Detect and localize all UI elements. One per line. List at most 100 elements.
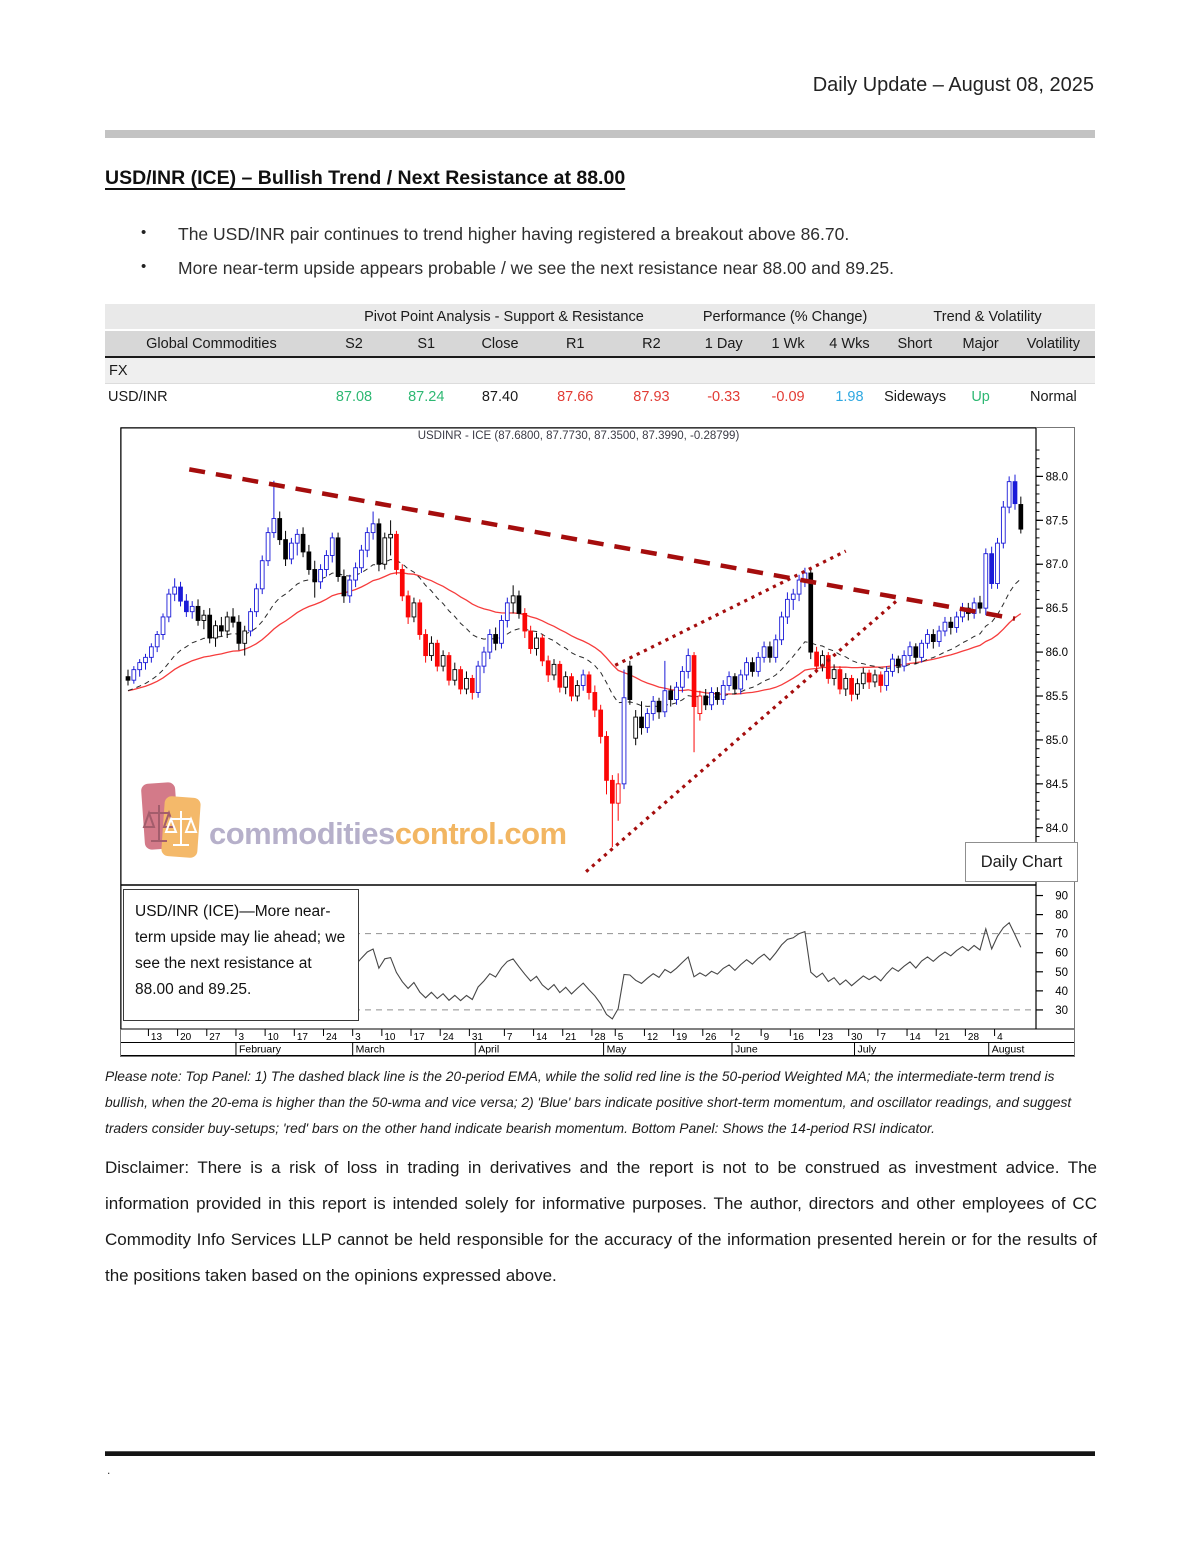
table-column-header: Short <box>880 330 950 358</box>
svg-text:30: 30 <box>851 1032 863 1043</box>
table-value-cell: 87.93 <box>612 383 691 409</box>
table-column-header: 1 Day <box>690 330 758 358</box>
bullet-text: The USD/INR pair continues to trend high… <box>178 224 850 244</box>
svg-text:21: 21 <box>939 1032 951 1043</box>
svg-text:19: 19 <box>676 1032 688 1043</box>
svg-text:90: 90 <box>1055 891 1068 903</box>
table-value-cell: 87.08 <box>317 383 391 409</box>
commoditiescontrol-logo-icon <box>140 781 205 859</box>
svg-text:9: 9 <box>764 1032 770 1043</box>
table-column-header: S1 <box>390 330 463 358</box>
svg-text:27: 27 <box>209 1032 221 1043</box>
svg-text:3: 3 <box>355 1032 361 1043</box>
svg-text:85.5: 85.5 <box>1046 691 1068 703</box>
svg-text:16: 16 <box>793 1032 805 1043</box>
svg-text:28: 28 <box>968 1032 980 1043</box>
pivot-analysis-table: Pivot Point Analysis - Support & Resista… <box>105 304 1095 409</box>
svg-text:4: 4 <box>997 1032 1003 1043</box>
svg-text:86.0: 86.0 <box>1046 647 1068 659</box>
table-row: USD/INR 87.08 87.24 87.40 87.66 87.93 -0.33 -0.… <box>105 383 1095 409</box>
svg-text:August: August <box>992 1044 1025 1056</box>
table-group-header <box>105 304 318 331</box>
svg-text:July: July <box>858 1044 877 1056</box>
daily-chart-badge: Daily Chart <box>965 842 1078 882</box>
section-title: USD/INR (ICE) – Bullish Trend / Next Res… <box>105 167 626 189</box>
svg-text:30: 30 <box>1055 1005 1068 1017</box>
footer-divider <box>105 1451 1095 1456</box>
svg-text:88.0: 88.0 <box>1046 471 1068 483</box>
watermark: commoditiescontrol.com <box>140 781 567 859</box>
svg-text:7: 7 <box>880 1032 886 1043</box>
bullet-icon: • <box>141 258 147 275</box>
svg-text:60: 60 <box>1055 948 1068 960</box>
svg-text:May: May <box>607 1044 628 1056</box>
svg-text:7: 7 <box>507 1032 513 1043</box>
report-date-title: Daily Update – August 08, 2025 <box>812 74 1094 96</box>
svg-text:23: 23 <box>822 1032 834 1043</box>
svg-text:14: 14 <box>536 1032 548 1043</box>
svg-text:17: 17 <box>297 1032 309 1043</box>
table-column-header: Close <box>462 330 538 358</box>
table-value-cell: -0.09 <box>757 383 819 409</box>
table-column-header: Major <box>949 330 1012 358</box>
bullet-item: • More near-term upside appears probable… <box>141 258 1091 279</box>
disclaimer-text: Disclaimer: There is a risk of loss in t… <box>105 1158 1097 1286</box>
table-group-header: Performance (% Change) <box>690 304 881 331</box>
table-section-row: FX <box>105 357 1095 384</box>
table-body: FX USD/INR 87.08 87.24 87.40 87.66 87.93 -0.33-… <box>105 357 1095 409</box>
table-group-header: Pivot Point Analysis - Support & Resista… <box>317 304 691 331</box>
watermark-text: commoditiescontrol.com <box>209 816 567 851</box>
svg-text:87.0: 87.0 <box>1046 559 1068 571</box>
table-value-cell: 87.66 <box>537 383 613 409</box>
svg-text:12: 12 <box>647 1032 659 1043</box>
svg-text:80: 80 <box>1055 910 1068 922</box>
table-group-header: Trend & Volatility <box>880 304 1095 331</box>
table-column-header: R2 <box>612 330 691 358</box>
svg-text:2: 2 <box>734 1032 740 1043</box>
svg-text:14: 14 <box>910 1032 922 1043</box>
table-column-header: 4 Wks <box>818 330 881 358</box>
svg-text:April: April <box>478 1044 499 1056</box>
svg-text:26: 26 <box>705 1032 717 1043</box>
svg-text:40: 40 <box>1055 986 1068 998</box>
table-column-header: R1 <box>537 330 613 358</box>
daily-price-chart: commoditiescontrol.com USDINR - ICE (87.… <box>120 427 1078 1058</box>
table-column-header: 1 Wk <box>757 330 819 358</box>
svg-text:84.5: 84.5 <box>1046 779 1068 791</box>
table-value-cell: Up <box>949 383 1012 409</box>
svg-text:28: 28 <box>594 1032 606 1043</box>
table-value-cell: 87.24 <box>390 383 463 409</box>
table-value-cell: 1.98 <box>818 383 881 409</box>
table-value-cell: 87.40 <box>462 383 538 409</box>
header-divider-bar <box>105 130 1095 138</box>
svg-text:13: 13 <box>151 1032 163 1043</box>
table-header: Pivot Point Analysis - Support & Resista… <box>105 304 1095 358</box>
svg-text:87.5: 87.5 <box>1046 515 1068 527</box>
svg-text:50: 50 <box>1055 967 1068 979</box>
table-column-header: Global Commodities <box>105 330 318 358</box>
svg-text:86.5: 86.5 <box>1046 603 1068 615</box>
svg-text:June: June <box>735 1044 758 1056</box>
table-column-header: Volatility <box>1011 330 1095 358</box>
table-column-header: S2 <box>317 330 391 358</box>
svg-text:24: 24 <box>326 1032 338 1043</box>
bullet-text: More near-term upside appears probable /… <box>178 258 894 278</box>
svg-text:84.0: 84.0 <box>1046 823 1068 835</box>
svg-text:March: March <box>356 1044 385 1056</box>
svg-text:31: 31 <box>472 1032 484 1043</box>
svg-text:10: 10 <box>268 1032 280 1043</box>
chart-annotation-box: USD/INR (ICE)—More near-term upside may … <box>123 889 359 1021</box>
svg-text:USDINR - ICE (87.6800, 87.7730: USDINR - ICE (87.6800, 87.7730, 87.3500,… <box>418 430 740 442</box>
svg-text:70: 70 <box>1055 929 1068 941</box>
svg-text:10: 10 <box>384 1032 396 1043</box>
bullet-item: • The USD/INR pair continues to trend hi… <box>141 224 1091 245</box>
footer-dot: . <box>107 1463 111 1477</box>
svg-text:February: February <box>239 1044 282 1056</box>
svg-text:17: 17 <box>414 1032 426 1043</box>
chart-footnote: Please note: Top Panel: 1) The dashed bl… <box>105 1069 1072 1136</box>
svg-text:20: 20 <box>180 1032 192 1043</box>
commodity-name-cell: USD/INR <box>105 383 318 409</box>
table-value-cell: Normal <box>1011 383 1095 409</box>
candlestick-rsi-chart: USDINR - ICE (87.6800, 87.7730, 87.3500,… <box>120 427 1075 1057</box>
